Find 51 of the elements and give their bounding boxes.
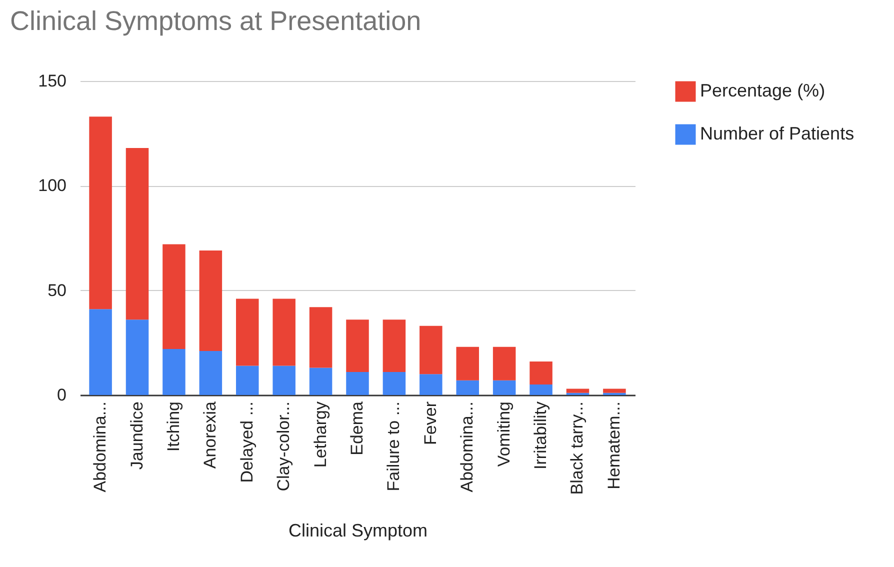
x-tick-label: Edema — [348, 400, 366, 456]
bar — [603, 388, 626, 393]
bar — [346, 372, 369, 395]
x-tick-label: Hematem... — [604, 402, 624, 490]
x-tick-label: Abdomina... — [90, 402, 110, 492]
bar — [126, 148, 149, 320]
x-tick-label: Itching — [164, 402, 183, 452]
x-tick-label: Delayed ... — [237, 402, 256, 483]
bar — [420, 326, 442, 374]
bar — [530, 384, 552, 395]
bar — [309, 368, 332, 395]
y-tick-label: 150 — [38, 72, 66, 90]
bar — [492, 380, 516, 395]
bar — [346, 320, 369, 372]
x-tick-label: Irritability — [531, 401, 550, 470]
x-tick-label: Lethargy — [310, 401, 330, 468]
bar — [89, 309, 112, 395]
bar — [89, 116, 112, 310]
x-tick-label: Abdomina... — [458, 402, 477, 492]
bar — [382, 372, 406, 395]
x-tick-label: Fever — [420, 401, 440, 445]
bar — [309, 307, 332, 368]
bar — [420, 374, 442, 395]
x-tick-label: Jaundice — [127, 402, 146, 470]
x-tick-label: Failure to ... — [384, 402, 404, 492]
legend-label: Number of Patients — [700, 124, 854, 144]
y-tick-label: 0 — [57, 386, 66, 404]
bar — [162, 244, 186, 349]
bar — [382, 320, 406, 372]
x-tick-label: Clay-color... — [274, 402, 294, 492]
x-tick-label: Black tarry... — [568, 402, 587, 495]
chart-title: Clinical Symptoms at Presentation — [10, 6, 422, 36]
x-tick-label: Anorexia — [200, 400, 220, 469]
bar — [199, 250, 222, 352]
bar — [456, 346, 479, 380]
bar — [236, 366, 259, 395]
bar — [530, 362, 552, 385]
bar — [162, 348, 186, 395]
bar — [566, 388, 590, 393]
bar — [236, 298, 259, 366]
y-tick-label: 50 — [48, 280, 66, 300]
bar — [272, 366, 296, 395]
bar — [492, 346, 516, 380]
x-axis-title: Clinical Symptom — [288, 520, 428, 541]
bar — [272, 298, 296, 366]
bar — [199, 351, 222, 395]
bar — [126, 320, 149, 395]
y-tick-label: 100 — [38, 176, 66, 196]
legend-label: Percentage (%) — [700, 80, 826, 100]
x-tick-label: Vomiting — [494, 402, 514, 467]
bar — [456, 380, 479, 395]
